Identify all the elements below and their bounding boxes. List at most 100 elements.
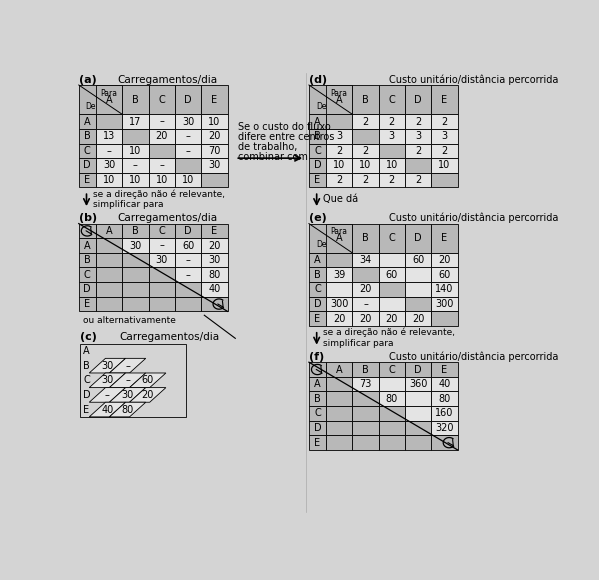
Text: (d): (d): [309, 75, 327, 85]
Text: (e): (e): [309, 213, 326, 223]
Bar: [326, 406, 352, 420]
Text: 2: 2: [336, 146, 342, 156]
Bar: [201, 143, 228, 158]
Bar: [78, 158, 96, 173]
Text: 2: 2: [415, 117, 421, 126]
Text: C: C: [314, 408, 321, 418]
Text: Carregamentos/dia: Carregamentos/dia: [119, 332, 219, 342]
Bar: [201, 282, 228, 297]
Polygon shape: [110, 358, 146, 373]
Bar: [431, 267, 458, 282]
Text: 300: 300: [435, 299, 453, 309]
Bar: [149, 143, 175, 158]
Text: 10: 10: [156, 175, 168, 185]
Bar: [326, 267, 352, 282]
Text: E: E: [211, 95, 217, 104]
Text: 34: 34: [359, 255, 371, 265]
Bar: [175, 282, 201, 297]
Bar: [326, 311, 352, 326]
Polygon shape: [129, 373, 166, 387]
Bar: [175, 224, 201, 238]
Bar: [149, 158, 175, 173]
Text: 60: 60: [386, 270, 398, 280]
Polygon shape: [129, 387, 166, 403]
Text: 70: 70: [208, 146, 220, 156]
Bar: [431, 129, 458, 143]
Bar: [431, 253, 458, 267]
Bar: [352, 420, 379, 436]
Text: –: –: [125, 375, 130, 385]
Text: 2: 2: [415, 175, 421, 185]
Text: C: C: [83, 375, 90, 385]
Bar: [352, 436, 379, 450]
Text: (c): (c): [80, 332, 97, 342]
Text: 360: 360: [409, 379, 428, 389]
Bar: [96, 143, 122, 158]
Bar: [96, 158, 122, 173]
Bar: [309, 158, 326, 173]
Bar: [352, 362, 379, 377]
Text: D: D: [314, 161, 321, 171]
Bar: [352, 406, 379, 420]
Text: A: A: [314, 117, 320, 126]
Text: –: –: [186, 146, 190, 156]
Text: D: D: [83, 161, 91, 171]
Text: Para: Para: [330, 89, 347, 97]
Text: 2: 2: [336, 175, 342, 185]
Text: B: B: [314, 394, 321, 404]
Bar: [352, 297, 379, 311]
Bar: [379, 362, 405, 377]
Text: E: E: [84, 175, 90, 185]
Text: 60: 60: [141, 375, 154, 385]
Bar: [431, 85, 458, 114]
Text: E: E: [211, 226, 217, 236]
Bar: [379, 392, 405, 406]
Text: De: De: [316, 102, 326, 111]
Text: A: A: [84, 241, 90, 251]
Text: Custo unitário/distância percorrida: Custo unitário/distância percorrida: [389, 213, 558, 223]
Bar: [78, 253, 96, 267]
Text: E: E: [84, 299, 90, 309]
Text: D: D: [415, 364, 422, 375]
Text: 10: 10: [129, 146, 141, 156]
Text: 30: 30: [182, 117, 194, 126]
Bar: [78, 224, 96, 238]
Bar: [379, 436, 405, 450]
Text: De: De: [86, 102, 96, 111]
Text: 30: 30: [101, 375, 114, 385]
Bar: [201, 267, 228, 282]
Text: Custo unitário/distância percorrida: Custo unitário/distância percorrida: [389, 351, 558, 362]
Bar: [431, 406, 458, 420]
Bar: [309, 362, 326, 377]
Bar: [309, 173, 326, 187]
Text: 40: 40: [208, 284, 220, 295]
Bar: [352, 85, 379, 114]
Text: D: D: [415, 233, 422, 243]
Bar: [326, 377, 352, 392]
Text: 20: 20: [438, 255, 450, 265]
Bar: [309, 267, 326, 282]
Bar: [405, 253, 431, 267]
Text: D: D: [415, 95, 422, 104]
Bar: [379, 85, 405, 114]
Bar: [122, 297, 149, 311]
Text: 60: 60: [438, 270, 450, 280]
Text: 3: 3: [441, 131, 447, 141]
Bar: [201, 173, 228, 187]
Bar: [379, 158, 405, 173]
Polygon shape: [110, 403, 146, 417]
Text: –: –: [363, 299, 368, 309]
Text: 10: 10: [103, 175, 115, 185]
Bar: [431, 311, 458, 326]
Text: 2: 2: [362, 146, 368, 156]
Bar: [78, 297, 96, 311]
Text: A: A: [336, 233, 343, 243]
Text: B: B: [362, 364, 369, 375]
Bar: [326, 362, 352, 377]
Text: 40: 40: [438, 379, 450, 389]
Text: –: –: [133, 161, 138, 171]
Polygon shape: [110, 373, 146, 387]
Bar: [201, 253, 228, 267]
Bar: [78, 114, 96, 129]
Bar: [405, 114, 431, 129]
